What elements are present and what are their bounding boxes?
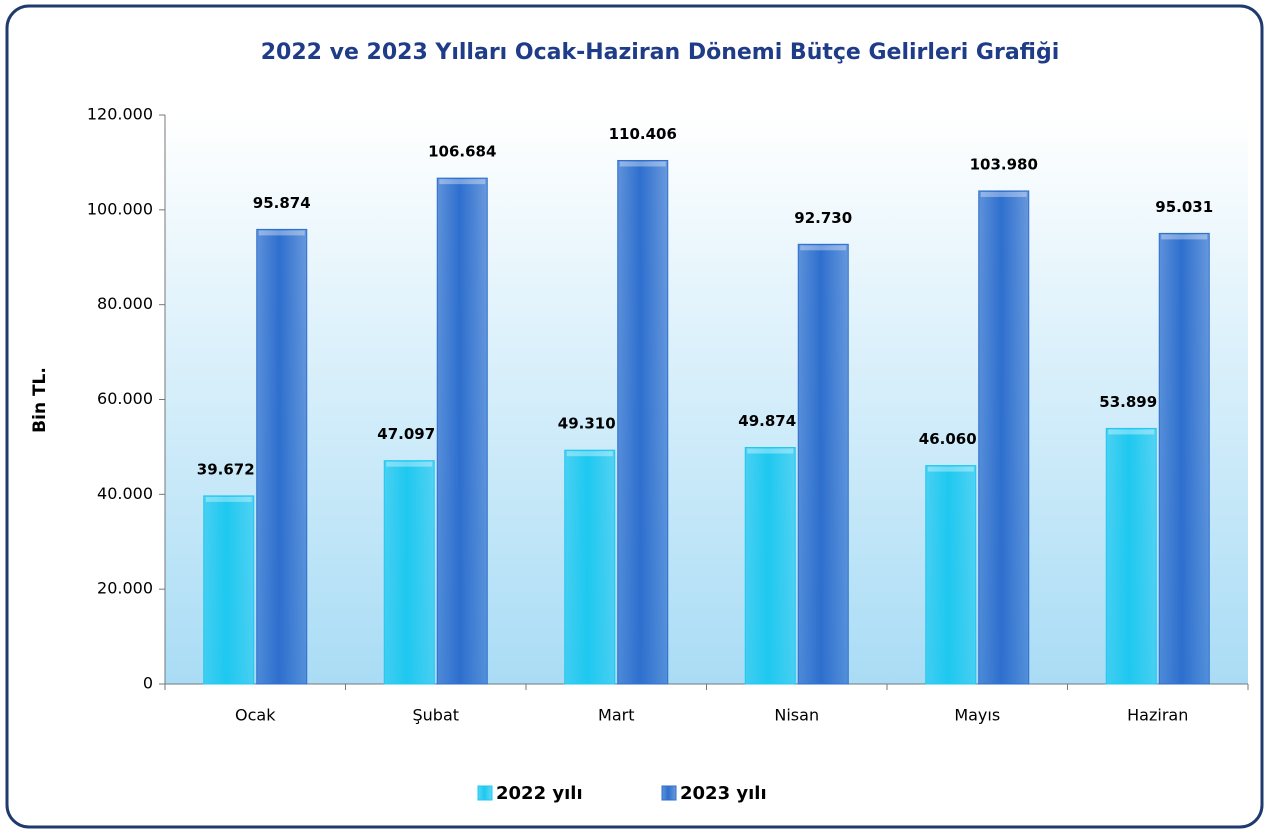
x-tick-label: Nisan [774,706,819,725]
bar [925,465,977,685]
bar-cap [1161,234,1208,240]
y-tick-label: 40.000 [97,484,153,503]
bar [797,243,849,685]
bar [383,460,435,685]
bar-cap [1108,429,1155,435]
x-tick-label: Ocak [235,706,276,725]
chart-title: 2022 ve 2023 Yılları Ocak-Haziran Dönemi… [261,40,1060,65]
bar [203,495,255,685]
y-tick-label: 0 [143,674,153,693]
bar-cap [800,245,847,251]
value-label: 95.031 [1155,198,1213,216]
value-label: 39.672 [197,460,255,478]
value-label: 46.060 [919,430,977,448]
bar [978,190,1030,685]
bar [744,447,796,685]
y-axis-label: Bin TL. [30,367,50,433]
plot-area [165,115,1248,684]
legend-label: 2023 yılı [680,783,767,804]
value-label: 53.899 [1099,393,1157,411]
bar [256,228,308,685]
x-tick-label: Haziran [1127,706,1188,725]
y-tick-label: 80.000 [97,294,153,313]
bar [1158,232,1210,685]
legend-label: 2022 yılı [496,783,583,804]
value-label: 110.406 [609,125,677,143]
y-tick-label: 20.000 [97,579,153,598]
bar-cap [747,448,794,454]
y-tick-label: 120.000 [87,105,153,124]
bar-cap [980,191,1027,197]
bar-cap [927,466,974,472]
bar [1105,427,1157,685]
bar [564,449,616,685]
x-tick-label: Mart [598,706,634,725]
bar-cap [439,179,486,185]
y-tick-label: 100.000 [87,199,153,218]
x-tick-label: Mayıs [954,706,1000,725]
x-tick-label: Şubat [412,706,459,725]
value-label: 103.980 [970,155,1038,173]
value-label: 95.874 [253,194,311,212]
bar [617,159,669,685]
value-label: 47.097 [377,425,435,443]
bar-cap [258,230,305,236]
value-label: 49.874 [738,412,796,430]
legend-swatch [477,785,493,801]
bar-cap [205,496,252,502]
value-label: 106.684 [428,143,496,161]
bar-cap [566,451,613,457]
bar-cap [386,461,433,467]
y-tick-label: 60.000 [97,389,153,408]
value-label: 92.730 [794,209,852,227]
bar-cap [619,161,666,167]
legend-swatch [661,785,677,801]
value-label: 49.310 [558,415,616,433]
bar [436,177,488,685]
